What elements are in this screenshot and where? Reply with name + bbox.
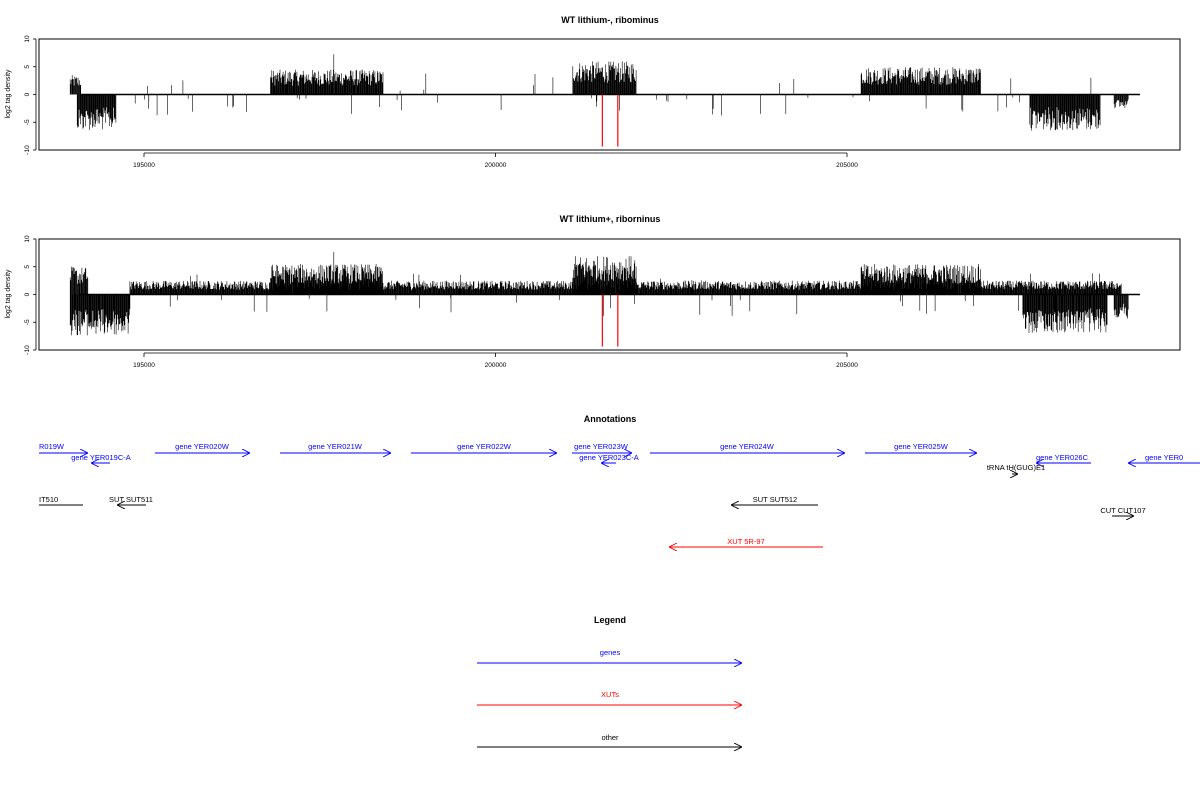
feature-label: gene YER026C	[1036, 453, 1089, 462]
annotation-feature: SUT SUT512	[731, 495, 818, 505]
panel-2: WT lithium+, riborninus log2 tag density…	[5, 214, 1181, 369]
feature-label: gene YER023W	[574, 442, 629, 451]
annotation-feature: gene YER023C-A	[579, 453, 639, 463]
feature-label: gene YER022W	[457, 442, 512, 451]
panel-2-red-marks	[601, 294, 619, 347]
feature-label: gene YER021W	[308, 442, 363, 451]
panel-1: WT lithium-, ribominus log2 tag density …	[5, 15, 1181, 169]
annotation-feature: XUT 5R-97	[669, 537, 823, 547]
y-tick-label: -10	[24, 145, 31, 155]
panel-1-coverage-bars	[69, 54, 1129, 131]
legend-item-xuts: XUTs	[477, 690, 742, 705]
annotation-feature: gene YER019C-A	[71, 453, 131, 463]
panel-2-y-axis: 10 5 0 -5 -10	[24, 235, 37, 355]
annotations-track: Annotations R019W gene YER019C-A gene YER0…	[39, 414, 1200, 547]
annotation-feature: gene YER0	[1128, 453, 1200, 463]
panel-1-title: WT lithium-, ribominus	[561, 15, 659, 25]
annotation-feature: CUT CUT107	[1100, 506, 1146, 516]
x-tick-label: 205000	[836, 162, 858, 169]
feature-label: R019W	[39, 442, 65, 451]
feature-label: gene YER023C-A	[579, 453, 638, 462]
y-tick-label: 5	[24, 65, 31, 69]
x-tick-label: 195000	[133, 162, 155, 169]
legend: Legend genes XUTs other	[477, 615, 742, 747]
x-tick-label: 200000	[485, 162, 507, 169]
panel-1-x-axis: 195000 200000 205000	[133, 152, 858, 169]
panel-1-ylabel: log2 tag density	[5, 69, 12, 119]
y-tick-label: 0	[24, 92, 31, 96]
feature-label: IT510	[39, 495, 58, 504]
x-tick-label: 195000	[133, 362, 155, 369]
annotation-feature: gene YER022W	[411, 442, 557, 453]
annotation-feature: gene YER025W	[865, 442, 977, 453]
panel-2-title: WT lithium+, riborninus	[560, 214, 661, 224]
y-tick-label: 10	[24, 35, 31, 43]
x-tick-label: 200000	[485, 362, 507, 369]
feature-label: gene YER019C-A	[71, 453, 130, 462]
feature-label: tRNA tH(GUG)E1	[987, 463, 1045, 472]
panel-1-red-marks	[601, 94, 619, 147]
panel-2-frame	[38, 238, 1181, 351]
legend-item-other: other	[477, 733, 742, 747]
x-tick-label: 205000	[836, 362, 858, 369]
annotation-features: R019W gene YER019C-A gene YER020W gene YER0…	[39, 442, 1200, 547]
panel-2-ylabel: log2 tag density	[5, 269, 12, 319]
annotation-feature: gene YER024W	[650, 442, 845, 453]
y-tick-label: 0	[24, 292, 31, 296]
annotations-title: Annotations	[584, 414, 637, 424]
annotation-feature: gene YER021W	[280, 442, 391, 453]
annotation-feature: IT510	[39, 495, 83, 506]
feature-label: XUT 5R-97	[727, 537, 764, 546]
y-tick-label: -5	[24, 319, 31, 325]
annotation-feature: SUT SUT511	[109, 495, 153, 505]
annotation-feature: gene YER020W	[155, 442, 250, 453]
y-tick-label: -5	[24, 119, 31, 125]
legend-label-genes: genes	[600, 648, 621, 657]
annotation-feature: gene YER023W	[572, 442, 632, 453]
panel-1-frame	[38, 38, 1181, 151]
feature-label: gene YER020W	[175, 442, 230, 451]
panel-1-y-axis: 10 5 0 -5 -10	[24, 35, 37, 155]
legend-title: Legend	[594, 615, 626, 625]
annotation-feature: tRNA tH(GUG)E1	[987, 463, 1045, 474]
legend-label-other: other	[601, 733, 619, 742]
feature-label: SUT SUT512	[753, 495, 797, 504]
coverage-bars	[69, 54, 1129, 131]
annotation-feature: gene YER026C	[1036, 453, 1091, 463]
feature-label: gene YER024W	[720, 442, 775, 451]
legend-item-genes: genes	[477, 648, 742, 663]
panel-2-x-axis: 195000 200000 205000	[133, 352, 858, 369]
feature-label: CUT CUT107	[1100, 506, 1145, 515]
y-tick-label: -10	[24, 345, 31, 355]
y-tick-label: 5	[24, 265, 31, 269]
feature-label: gene YER025W	[894, 442, 949, 451]
legend-label-xuts: XUTs	[601, 690, 619, 699]
annotation-feature: R019W	[39, 442, 88, 453]
coverage-bars	[69, 251, 1129, 336]
y-tick-label: 10	[24, 235, 31, 243]
panel-2-coverage-bars	[69, 251, 1129, 336]
feature-label: gene YER0	[1145, 453, 1183, 462]
feature-label: SUT SUT511	[109, 495, 153, 504]
